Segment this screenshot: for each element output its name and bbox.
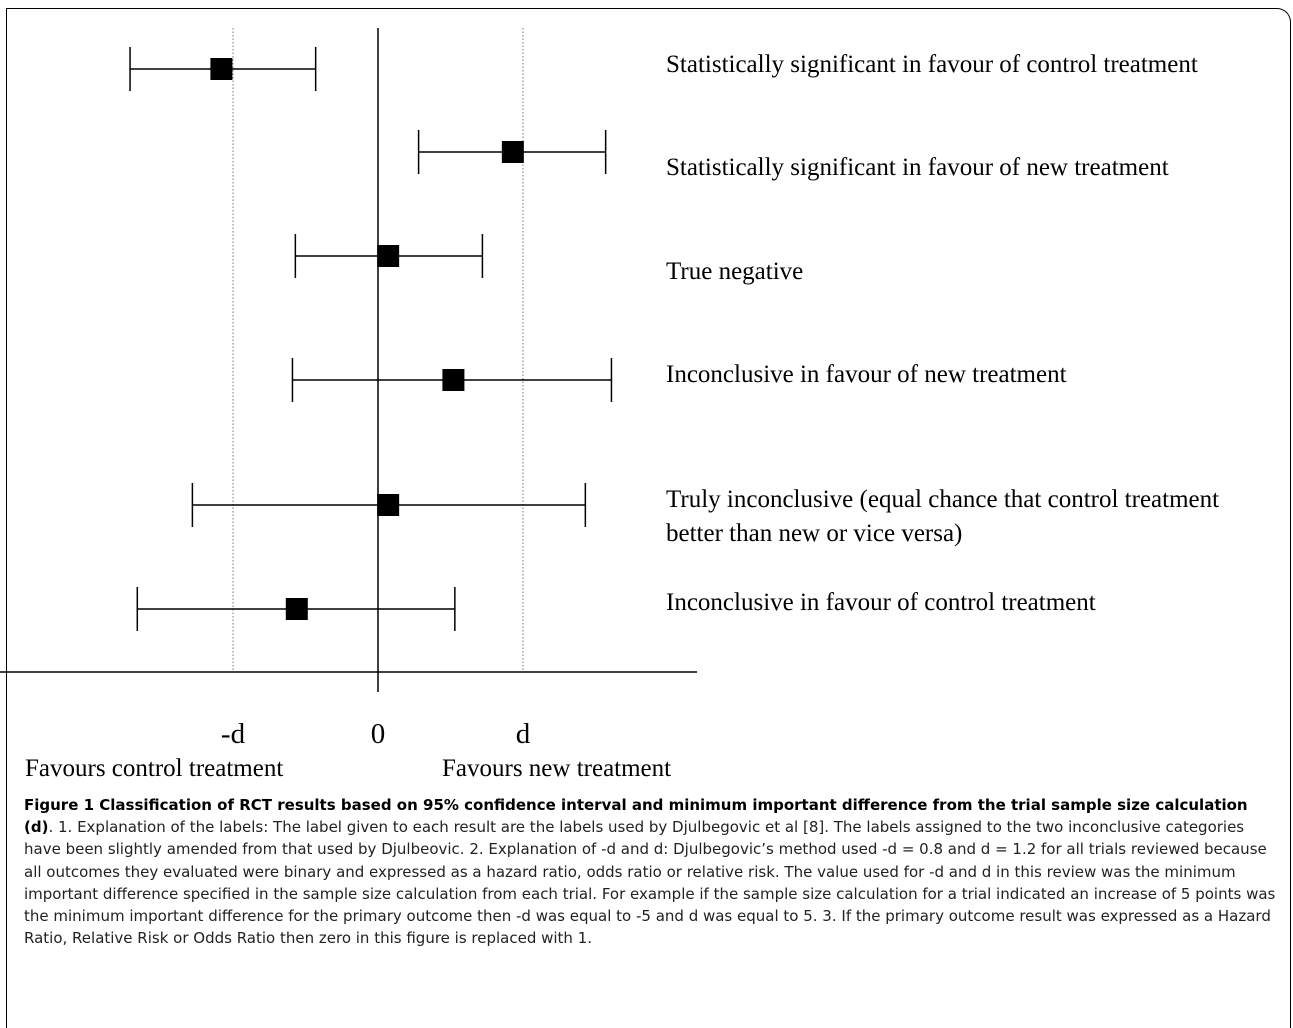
point-estimate xyxy=(442,369,465,391)
x-label-right: Favours new treatment xyxy=(442,755,672,782)
row-label: Inconclusive in favour of new treatment xyxy=(666,361,1067,388)
x-tick-label: 0 xyxy=(371,718,386,750)
row-label: Truly inconclusive (equal chance that co… xyxy=(666,486,1219,513)
caption-title: Figure 1 Classification of RCT results b… xyxy=(24,796,1248,837)
row-label: better than new or vice versa) xyxy=(666,520,962,547)
figure-caption: Figure 1 Classification of RCT results b… xyxy=(24,794,1279,949)
point-estimate xyxy=(285,598,308,620)
row-label: Statistically significant in favour of n… xyxy=(666,154,1169,181)
forest-plot: -d 0 d Statistically significant in favour … xyxy=(0,28,1219,750)
x-label-left: Favours control treatment xyxy=(25,755,284,782)
x-tick-label: -d xyxy=(221,718,246,750)
x-tick-label: d xyxy=(516,718,531,750)
point-estimate xyxy=(210,58,233,80)
point-estimate xyxy=(501,141,524,163)
row-label: Statistically significant in favour of c… xyxy=(666,51,1198,78)
point-estimate xyxy=(377,245,400,267)
caption-body: . 1. Explanation of the labels: The labe… xyxy=(24,818,1276,948)
row-label: True negative xyxy=(666,258,803,285)
row-label: Inconclusive in favour of control treatm… xyxy=(666,589,1096,616)
figure-frame xyxy=(6,8,1291,1028)
point-estimate xyxy=(377,494,400,516)
